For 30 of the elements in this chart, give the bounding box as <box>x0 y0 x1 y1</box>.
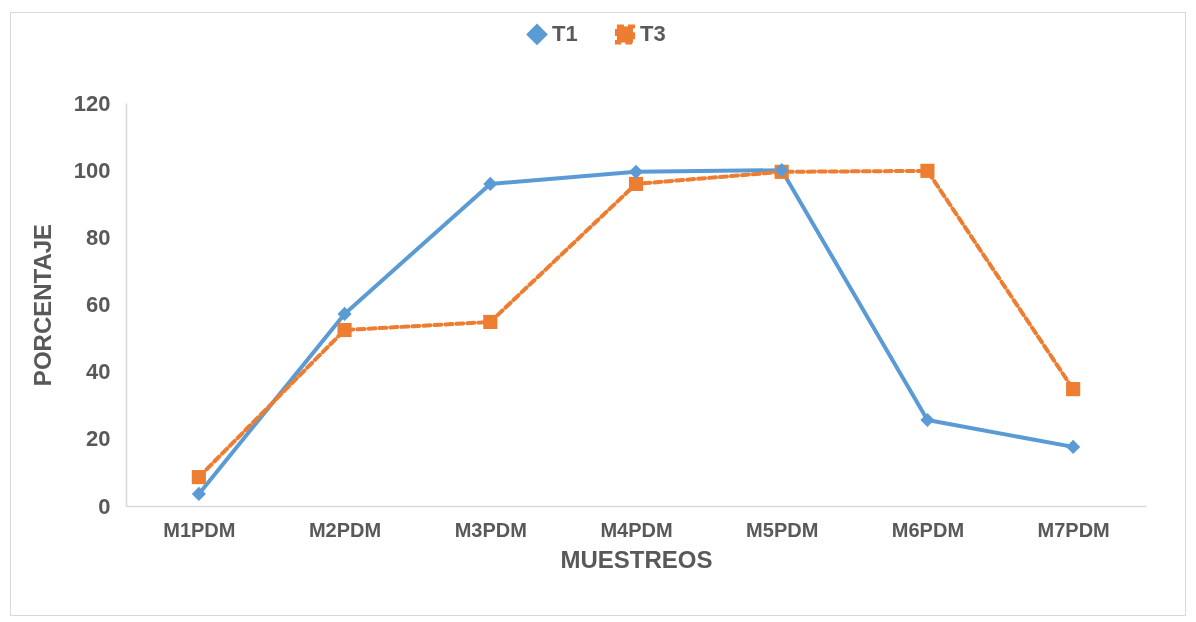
legend-label: T3 <box>640 21 666 47</box>
y-axis-title: PORCENTAJE <box>28 223 56 387</box>
x-tick-label: M3PDM <box>454 518 527 541</box>
point <box>1066 382 1081 397</box>
y-tick-label: 80 <box>86 224 111 250</box>
y-tick-label: 60 <box>86 292 111 317</box>
x-tick-label: M7PDM <box>1037 518 1110 541</box>
point <box>1066 439 1081 454</box>
x-tick-label: M4PDM <box>600 518 673 541</box>
x-tick-label: M2PDM <box>308 518 382 541</box>
point <box>483 314 498 330</box>
point <box>628 164 644 179</box>
point <box>191 486 206 501</box>
x-axis-title: MUESTREOS <box>560 545 713 573</box>
y-tick-label: 40 <box>86 359 111 385</box>
x-tick-label: M1PDM <box>163 518 236 541</box>
y-tick-label: 120 <box>73 90 111 116</box>
point <box>628 176 644 192</box>
point <box>483 176 498 192</box>
point <box>337 306 352 321</box>
x-tick-label: M6PDM <box>891 518 965 541</box>
y-tick-label: 100 <box>73 157 111 183</box>
point <box>920 163 935 178</box>
legend-label: T1 <box>552 21 578 47</box>
x-tick-label: M5PDM <box>746 518 819 541</box>
point <box>920 412 935 428</box>
point <box>337 322 352 338</box>
y-tick-label: 0 <box>98 493 111 519</box>
y-tick-label: 20 <box>86 426 111 452</box>
point <box>191 470 206 485</box>
